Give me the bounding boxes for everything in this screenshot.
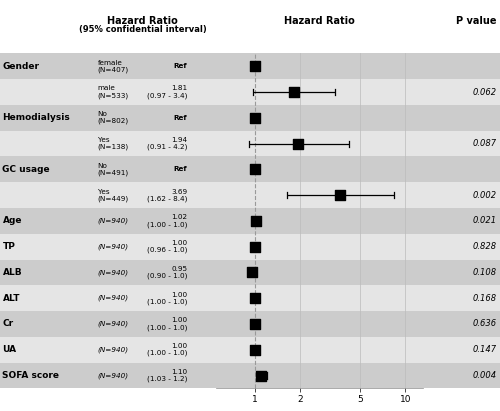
Text: 1.94
(0.91 - 4.2): 1.94 (0.91 - 4.2): [147, 137, 188, 150]
Text: No
(N=802): No (N=802): [98, 111, 128, 125]
Text: 1.00
(0.96 - 1.0): 1.00 (0.96 - 1.0): [147, 240, 188, 253]
Point: [252, 218, 260, 224]
Text: 0.004: 0.004: [473, 371, 497, 380]
Text: male
(N=533): male (N=533): [98, 85, 128, 99]
Text: SOFA score: SOFA score: [2, 371, 59, 380]
Text: TP: TP: [2, 242, 16, 251]
Text: 1.00
(1.00 - 1.0): 1.00 (1.00 - 1.0): [147, 317, 188, 330]
Text: Gender: Gender: [2, 62, 40, 71]
Text: (N=940): (N=940): [98, 321, 128, 327]
Text: GC usage: GC usage: [2, 165, 50, 174]
Point: [251, 295, 259, 302]
Text: Ref: Ref: [174, 166, 188, 172]
Text: No
(N=491): No (N=491): [98, 163, 128, 176]
Text: 0.062: 0.062: [473, 88, 497, 97]
Text: ALT: ALT: [2, 294, 20, 303]
Point: [290, 89, 298, 95]
Point: [336, 192, 344, 199]
Text: UA: UA: [2, 345, 16, 354]
Text: (N=940): (N=940): [98, 218, 128, 224]
Text: 1.10
(1.03 - 1.2): 1.10 (1.03 - 1.2): [147, 369, 188, 382]
Text: P value: P value: [456, 16, 497, 26]
Text: 0.147: 0.147: [473, 345, 497, 354]
Point: [251, 243, 259, 250]
Point: [251, 115, 259, 121]
Text: Hazard Ratio: Hazard Ratio: [284, 16, 354, 26]
Text: ALB: ALB: [2, 268, 22, 277]
Text: Age: Age: [2, 217, 22, 225]
Point: [251, 346, 259, 353]
Text: 0.108: 0.108: [473, 268, 497, 277]
Text: (N=940): (N=940): [98, 295, 128, 301]
Text: (N=940): (N=940): [98, 243, 128, 250]
Text: Yes
(N=449): Yes (N=449): [98, 189, 128, 202]
Text: 3.69
(1.62 - 8.4): 3.69 (1.62 - 8.4): [147, 189, 188, 202]
Point: [294, 140, 302, 147]
Text: female
(N=407): female (N=407): [98, 60, 128, 73]
Point: [248, 269, 256, 276]
Text: 1.81
(0.97 - 3.4): 1.81 (0.97 - 3.4): [147, 85, 188, 99]
Text: Ref: Ref: [174, 115, 188, 121]
Text: 0.002: 0.002: [473, 191, 497, 200]
Text: (N=940): (N=940): [98, 372, 128, 379]
Text: 0.828: 0.828: [473, 242, 497, 251]
Text: (95% confidential interval): (95% confidential interval): [78, 25, 206, 35]
Text: 1.00
(1.00 - 1.0): 1.00 (1.00 - 1.0): [147, 343, 188, 356]
Text: 1.00
(1.00 - 1.0): 1.00 (1.00 - 1.0): [147, 291, 188, 305]
Point: [258, 372, 266, 379]
Text: Ref: Ref: [174, 63, 188, 69]
Text: (N=940): (N=940): [98, 269, 128, 276]
Point: [251, 63, 259, 69]
Text: 1.02
(1.00 - 1.0): 1.02 (1.00 - 1.0): [147, 214, 188, 228]
Text: 0.168: 0.168: [473, 294, 497, 303]
Text: (N=940): (N=940): [98, 346, 128, 353]
Text: 0.636: 0.636: [473, 319, 497, 328]
Text: 0.021: 0.021: [473, 217, 497, 225]
Text: Hazard Ratio: Hazard Ratio: [107, 16, 178, 26]
Text: Hemodialysis: Hemodialysis: [2, 113, 70, 122]
Text: 0.95
(0.90 - 1.0): 0.95 (0.90 - 1.0): [147, 266, 188, 279]
Point: [251, 321, 259, 327]
Text: Yes
(N=138): Yes (N=138): [98, 137, 128, 150]
Text: Cr: Cr: [2, 319, 14, 328]
Point: [251, 166, 259, 173]
Text: 0.087: 0.087: [473, 139, 497, 148]
